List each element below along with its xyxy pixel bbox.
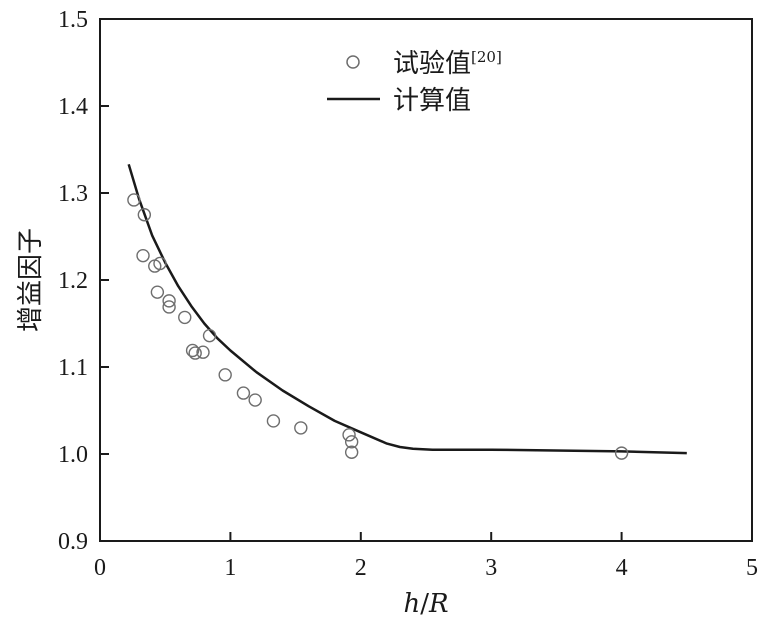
data-point-experimental: [614, 446, 629, 460]
y-tick-label: 1.2: [58, 268, 88, 294]
data-point-experimental: [294, 421, 308, 435]
x-tick-label: 0: [94, 555, 106, 581]
data-point-experimental: [236, 386, 251, 400]
x-axis-label-slash: /: [420, 589, 429, 619]
y-tick-label: 1.0: [58, 442, 88, 468]
y-tick-label: 1.1: [58, 355, 88, 381]
legend-label-line: 计算值: [393, 86, 471, 116]
data-point-experimental: [344, 445, 359, 459]
series-points-layer: [127, 193, 629, 460]
y-axis-ticks: 0.9 1.0 1.1 1.2 1.3 1.4 1.5: [58, 7, 109, 555]
data-point-experimental: [162, 294, 176, 308]
data-point-experimental: [248, 393, 262, 407]
x-tick-label: 4: [616, 555, 628, 581]
data-point-experimental: [202, 328, 217, 343]
y-tick-label: 0.9: [58, 529, 88, 555]
data-point-experimental: [196, 345, 210, 359]
y-tick-label: 1.3: [58, 181, 88, 207]
x-axis-label-h: h: [403, 589, 420, 619]
legend: 试验值[20] 计算值: [327, 48, 502, 116]
data-point-experimental: [162, 300, 176, 314]
y-tick-label: 1.4: [58, 94, 88, 120]
x-tick-label: 2: [355, 555, 367, 581]
legend-label-scatter-ref: [20]: [471, 48, 502, 66]
data-point-experimental: [344, 435, 359, 449]
data-point-experimental: [136, 248, 150, 263]
series-line-layer: [127, 163, 687, 455]
x-tick-label: 5: [746, 555, 758, 581]
data-point-experimental: [342, 428, 356, 442]
series-line-computed: [127, 163, 687, 455]
x-tick-label: 3: [485, 555, 497, 581]
data-point-experimental: [127, 193, 141, 207]
y-axis-label: 增益因子: [16, 228, 46, 332]
data-point-experimental: [218, 368, 232, 382]
data-point-experimental: [153, 256, 167, 271]
x-tick-label: 1: [224, 555, 236, 581]
x-axis-label-r: R: [428, 589, 449, 619]
data-point-experimental: [178, 310, 192, 325]
y-tick-label: 1.5: [58, 7, 88, 33]
x-axis-label: h/R: [403, 589, 448, 619]
legend-label-scatter-name: 试验值: [393, 49, 471, 79]
x-axis-ticks: 0 1 2 3 4 5: [94, 532, 758, 581]
legend-marker-scatter: [346, 55, 360, 69]
data-point-experimental: [185, 343, 200, 358]
data-point-experimental: [137, 208, 152, 222]
data-point-experimental: [188, 346, 202, 360]
legend-label-scatter: 试验值[20]: [393, 48, 502, 79]
data-point-experimental: [150, 285, 165, 299]
data-point-experimental: [266, 414, 281, 428]
